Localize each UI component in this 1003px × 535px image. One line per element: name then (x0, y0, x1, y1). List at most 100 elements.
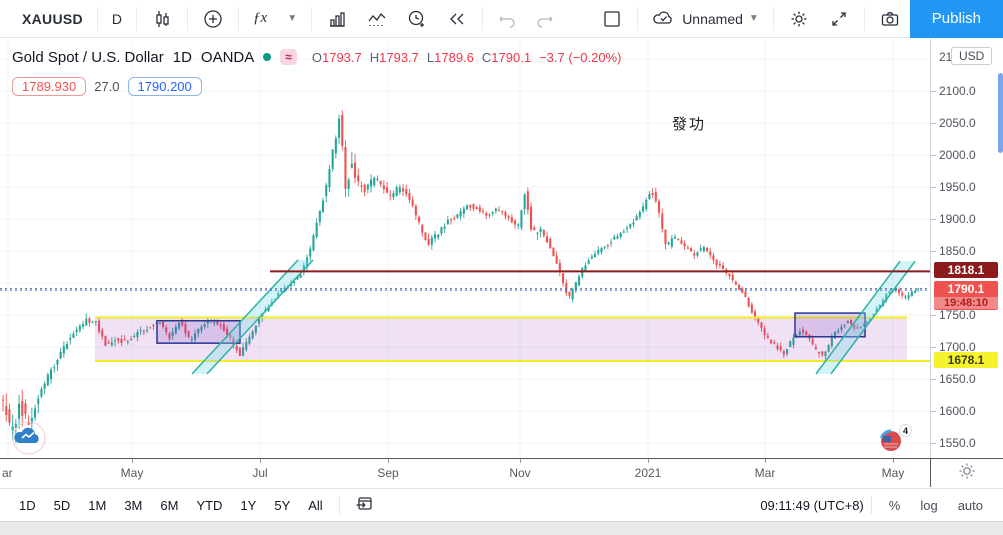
time-tick-mark (765, 459, 766, 463)
price-tick-label: 2000.0 (939, 148, 976, 162)
go-to-date-button[interactable] (347, 491, 383, 520)
range-button-1d[interactable]: 1D (19, 497, 36, 513)
price-tick-mark (931, 379, 936, 380)
time-tick-label: May (881, 466, 905, 480)
chevron-down-icon: ▼ (748, 13, 759, 24)
pattern-search-button[interactable] (357, 4, 397, 34)
candles-layer (2, 110, 920, 443)
time-tick-label: ar (2, 466, 13, 480)
indicators-dropdown[interactable]: ▼ (276, 4, 306, 34)
chevron-down-icon: ▼ (287, 13, 298, 24)
theme-sun-icon[interactable] (958, 462, 976, 485)
percent-scale-button[interactable]: % (888, 497, 901, 513)
price-tick-mark (931, 251, 936, 252)
price-tick-mark (931, 411, 936, 412)
change-value: −3.7 (−0.20%) (539, 49, 622, 65)
candlestick-chart[interactable] (0, 39, 930, 458)
replay-button[interactable] (437, 4, 477, 34)
publish-button[interactable]: Publish (909, 0, 1003, 38)
top-toolbar: XAUUSD D (0, 0, 1003, 38)
candlestick-icon (151, 8, 173, 30)
price-tick-label: 2050.0 (939, 116, 976, 130)
economic-events-icon[interactable]: 4 (879, 424, 912, 458)
time-axis[interactable]: ar May Jul Sep Nov 2021 Mar May (0, 458, 930, 487)
order-price-widget[interactable]: 1790.200 (127, 77, 202, 96)
layout-name-label: Unnamed (682, 10, 743, 27)
legend-exchange[interactable]: OANDA (200, 48, 255, 66)
position-price-widget[interactable]: 1789.930 (12, 77, 87, 96)
gridlines-layer (0, 39, 930, 458)
approx-price-icon[interactable]: ≈ (280, 49, 297, 65)
chart-pane[interactable]: Gold Spot / U.S. Dollar 1D OANDA ≈ O1793… (0, 39, 930, 458)
support-price-badge: 1678.1 (934, 352, 998, 369)
range-button-1y[interactable]: 1Y (240, 497, 257, 513)
zone-drawing (95, 316, 930, 363)
range-button-5y[interactable]: 5Y (274, 497, 291, 513)
price-tick-mark (931, 443, 936, 444)
alert-button[interactable] (397, 4, 437, 34)
currency-button[interactable]: USD (951, 47, 993, 65)
server-clock[interactable]: 09:11:49 (UTC+8) (760, 497, 864, 513)
indicator-templates-button[interactable] (317, 4, 357, 34)
time-tick-label: Mar (754, 466, 776, 480)
compare-button[interactable] (193, 4, 233, 34)
high-value: 1793.7 (379, 49, 419, 65)
time-tick-mark (520, 459, 521, 463)
compare-plus-icon (202, 8, 224, 30)
price-tick-mark (931, 315, 936, 316)
range-button-1m[interactable]: 1M (88, 497, 107, 513)
gear-icon (788, 8, 810, 30)
layout-button[interactable] (592, 4, 632, 34)
price-tick-mark (931, 155, 936, 156)
indicators-button[interactable]: ƒx (244, 4, 276, 34)
divider (482, 6, 484, 31)
price-tick-mark (931, 347, 936, 348)
layout-name-button[interactable]: Unnamed ▼ (643, 4, 768, 34)
bar-countdown: 19:48:10 (934, 297, 998, 310)
divider (772, 6, 774, 31)
range-button-3m[interactable]: 3M (124, 497, 143, 513)
rewind-icon (446, 8, 468, 30)
axis-corner (930, 458, 1003, 487)
last-price-badge: 1790.1 19:48:10 (934, 281, 998, 311)
divider (870, 496, 872, 514)
instrument-title[interactable]: Gold Spot / U.S. Dollar (12, 48, 164, 66)
wave-line-icon (366, 8, 388, 30)
range-button-6m[interactable]: 6M (160, 497, 179, 513)
interval-button[interactable]: D (111, 10, 123, 27)
log-scale-button[interactable]: log (920, 497, 938, 513)
range-button-5d[interactable]: 5D (53, 497, 71, 513)
redo-icon (535, 9, 555, 29)
divider (863, 6, 865, 31)
divider (238, 6, 240, 31)
redo-button[interactable] (526, 4, 564, 34)
auto-scale-button[interactable]: auto (957, 497, 983, 513)
price-tick-label: 1550.0 (939, 436, 976, 450)
time-tick-mark (132, 459, 133, 463)
symbol-button[interactable]: XAUUSD (22, 10, 83, 27)
low-value: 1789.6 (434, 49, 474, 65)
fx-icon: ƒx (253, 10, 268, 26)
price-tick-label: 1650.0 (939, 372, 976, 386)
price-tick-label: 1950.0 (939, 180, 976, 194)
chart-text-annotation[interactable]: 發功 (672, 116, 707, 133)
close-value: 1790.1 (491, 49, 532, 65)
price-tick-label: 1900.0 (939, 212, 976, 226)
settings-button[interactable] (779, 4, 819, 34)
range-button-all[interactable]: All (308, 497, 323, 513)
divider (187, 6, 189, 31)
ohlc-values: O1793.7 H1793.7 L1789.6 C1790.1 −3.7 (−0… (311, 49, 622, 65)
chart-style-button[interactable] (142, 4, 182, 34)
time-tick-mark (260, 459, 261, 463)
price-axis[interactable]: 21 USD 1818.1 1790.1 19:48:10 1678.1 210… (930, 39, 1003, 458)
fullscreen-button[interactable] (819, 4, 859, 34)
undo-button[interactable] (488, 4, 526, 34)
legend-interval[interactable]: 1D (172, 48, 192, 66)
range-button-ytd[interactable]: YTD (196, 497, 223, 513)
time-tick-label: 2021 (634, 466, 662, 480)
snapshot-button[interactable] (870, 4, 910, 34)
divider (136, 6, 138, 31)
scrollbar-thumb[interactable] (998, 73, 1003, 153)
market-status-icon[interactable] (263, 53, 272, 61)
